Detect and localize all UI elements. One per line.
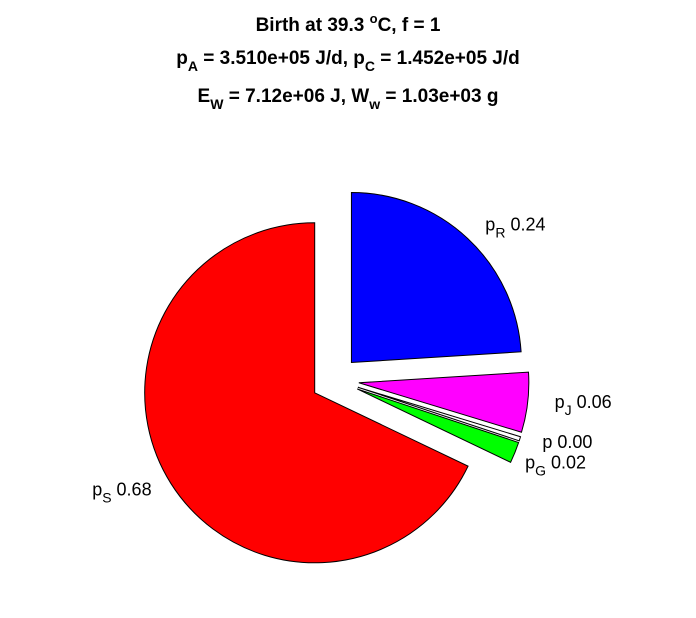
pie-slice-s — [144, 222, 469, 564]
pa-subscript: A — [188, 58, 198, 74]
pc-symbol: p — [353, 48, 365, 69]
pc-value: = 1.452e+05 J/d — [375, 48, 520, 69]
ww-value: = 1.03e+03 g — [380, 86, 498, 107]
chart-title: Birth at 39.3 oC, f = 1 pA = 3.510e+05 J… — [176, 11, 520, 112]
ew-subscript: W — [210, 96, 224, 112]
slice-label-other: p 0.00 — [542, 432, 592, 452]
title-line-1-suffix: C, f = 1 — [378, 15, 441, 36]
pie-slice-other — [357, 386, 522, 442]
title-line-2: pA = 3.510e+05 J/d, pC = 1.452e+05 J/d — [176, 48, 520, 74]
pa-symbol: p — [176, 48, 188, 69]
ww-subscript: w — [368, 96, 380, 112]
title-line-1: Birth at 39.3 oC, f = 1 — [256, 11, 441, 36]
pie-slice-g — [357, 388, 520, 463]
slice-label-r: pR 0.24 — [485, 215, 545, 241]
ew-value: = 7.12e+06 J, — [223, 86, 351, 107]
degree-superscript: o — [370, 11, 378, 26]
pie-slices — [144, 191, 530, 564]
title-line-3: EW = 7.12e+06 J, Ww = 1.03e+03 g — [198, 86, 499, 112]
pie-slice-r — [350, 191, 522, 364]
title-line-1-prefix: Birth at 39.3 — [256, 15, 370, 36]
slice-label-g: pG 0.02 — [525, 453, 586, 479]
pc-subscript: C — [365, 58, 375, 74]
ew-symbol: E — [198, 86, 211, 107]
pa-value: = 3.510e+05 J/d, — [198, 48, 353, 69]
pie-slice-j — [358, 371, 530, 433]
slice-label-j: pJ 0.06 — [555, 392, 612, 418]
ww-symbol: W — [351, 86, 369, 107]
slice-label-s: pS 0.68 — [92, 479, 151, 505]
